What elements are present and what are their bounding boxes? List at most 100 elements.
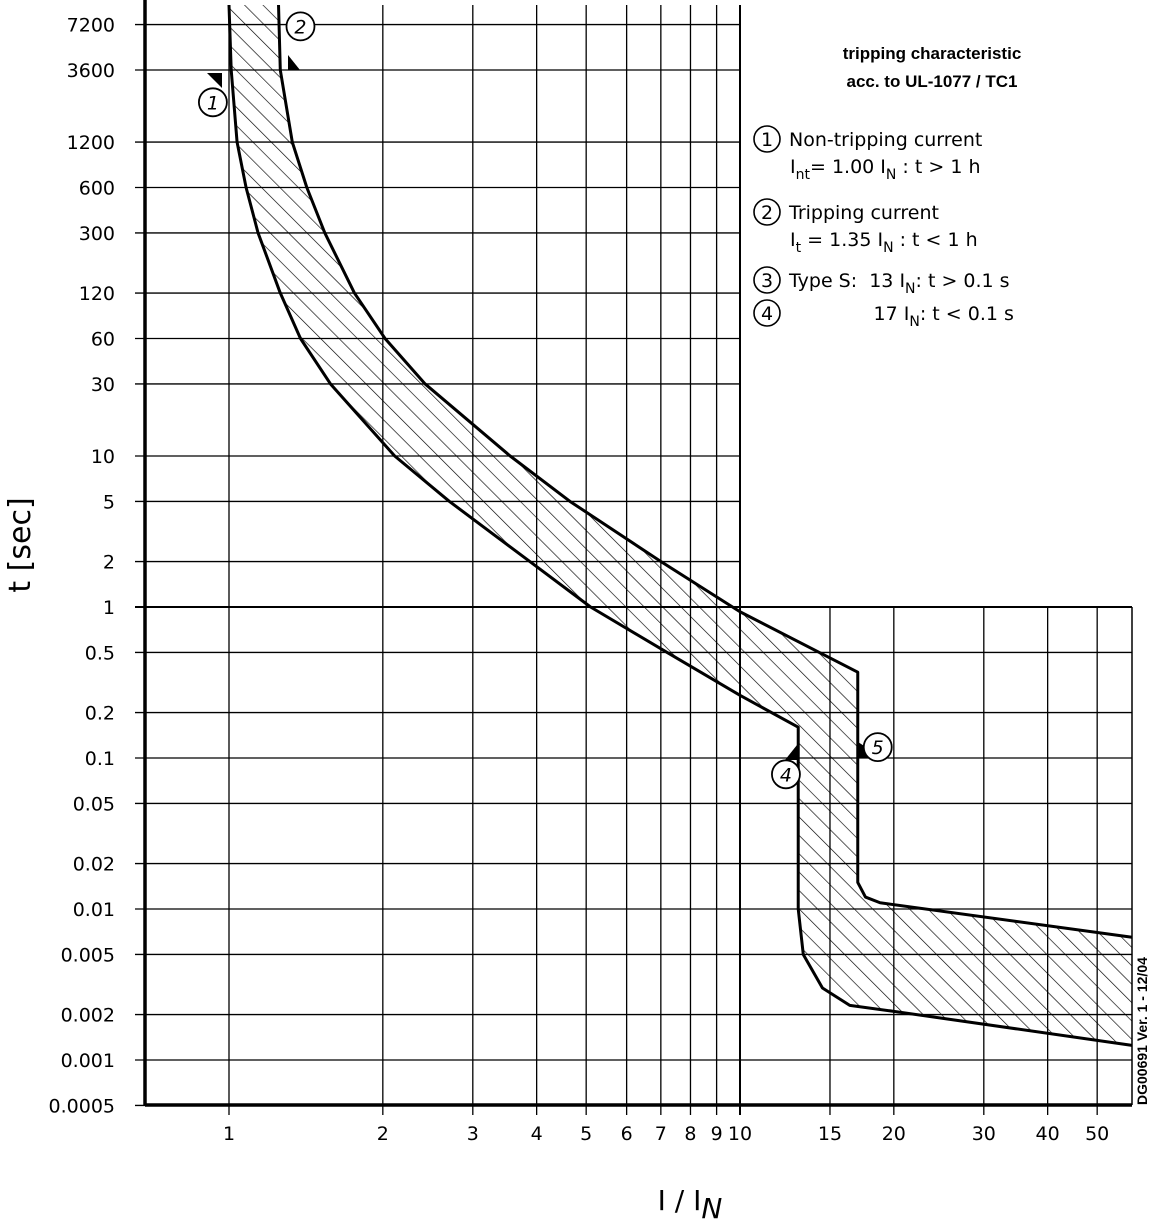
x-axis-label-main: I / I [658,1184,702,1217]
legend-text: : t > 0.1 s [916,270,1010,292]
x-tick-label: 5 [580,1123,592,1145]
legend-number: 3 [761,270,773,292]
legend-text: Type S: 13 I [788,270,905,292]
marker-1: 1 [197,73,228,118]
legend-subscript: t [796,240,802,256]
x-tick-label: 50 [1085,1123,1109,1145]
legend-text: Tripping current [788,202,939,224]
marker-2: 2 [285,11,316,70]
upper-limit-curve [277,4,1133,939]
x-tick-label: 2 [377,1123,389,1145]
y-tick-label: 120 [79,283,115,305]
legend-text: Non-tripping current [789,129,982,151]
x-tick-label: 15 [818,1123,842,1145]
y-tick-label: 1200 [67,132,115,154]
tripping-band-hatch [229,5,1132,1046]
tripping-band [227,4,1133,1047]
x-axis-label: I / IN [658,1184,723,1223]
legend-text: : t < 0.1 s [920,303,1014,325]
y-tick-label: 300 [79,223,115,245]
y-tick-label: 60 [91,328,115,350]
legend-text-line: Non-tripping current [789,129,982,151]
marker-arrow-icon [785,745,797,760]
marker-label: 4 [780,764,792,786]
y-tick-label: 0.2 [85,703,115,725]
legend-subscript: nt [796,167,811,183]
legend-text: I [790,229,796,251]
x-tick-label: 3 [467,1123,479,1145]
y-axis-label: t [sec] [3,497,38,592]
x-tick-label: 7 [655,1123,667,1145]
marker-circle-icon [862,732,893,763]
legend-subscript: N [905,281,915,297]
legend-number-circle-icon [753,266,781,294]
version-note: DG00691 Ver. 1 - 12/04 [1134,957,1150,1105]
legend-number: 2 [761,202,773,224]
y-tick-label: 10 [91,446,115,468]
legend-item-3: 3 Type S: 13 IN: t > 0.1 s [753,266,1010,297]
y-tick-label: 0.001 [61,1050,115,1072]
legend-text-line: Int= 1.00 IN : t > 1 h [790,156,981,183]
y-tick-label: 0.5 [85,642,115,664]
marker-4: 4 [771,745,801,790]
legend-subscript: N [883,240,893,256]
y-tick-label: 0.05 [73,793,115,815]
legend-text: : t < 1 h [894,229,978,251]
x-tick-label: 30 [972,1123,996,1145]
legend-text: = 1.00 I [810,156,886,178]
marker-arrow-icon [288,55,300,70]
legend-item-2: 2 Tripping current It = 1.35 IN : t < 1 h [753,198,978,256]
legend-text: = 1.35 I [801,229,883,251]
x-tick-label: 20 [882,1123,906,1145]
legend-item-1: 1 Non-tripping current Int= 1.00 IN : t > … [753,125,982,183]
legend-number-circle-icon [753,125,781,153]
legend: tripping characteristic acc. to UL-1077 … [753,44,1022,330]
marker-5: 5 [858,732,893,763]
chart-title-line-1: tripping characteristic [843,44,1022,63]
marker-label: 1 [207,92,219,114]
legend-number-circle-icon [753,299,781,327]
legend-text: 17 I [789,303,909,325]
x-tick-label: 8 [684,1123,696,1145]
axes [143,0,1133,1107]
legend-text-line: 17 IN: t < 0.1 s [789,303,1014,330]
marker-circle-icon [197,87,228,118]
x-tick-label: 6 [621,1123,633,1145]
y-tick-label: 0.0005 [49,1095,115,1117]
y-tick-label: 2 [103,552,115,574]
lower-limit-curve [227,4,1133,1047]
legend-number-circle-icon [753,198,781,226]
y-tick-label: 3600 [67,60,115,82]
legend-text: : t > 1 h [896,156,980,178]
y-tick-label: 30 [91,374,115,396]
legend-number: 1 [761,129,773,151]
y-tick-label: 0.01 [73,899,115,921]
x-axis-label-sub: N [701,1192,722,1223]
y-tick-label: 1 [103,597,115,619]
marker-label: 5 [872,737,884,759]
y-tick-label: 0.005 [61,944,115,966]
y-tick-label: 7200 [67,15,115,37]
x-tick-label: 9 [711,1123,723,1145]
legend-text-line: Tripping current [788,202,939,224]
legend-text-line: It = 1.35 IN : t < 1 h [790,229,978,256]
legend-subscript: N [909,314,919,330]
y-tick-label: 0.002 [61,1005,115,1027]
marker-label: 2 [294,16,306,38]
x-tick-label: 40 [1036,1123,1060,1145]
legend-number: 4 [761,303,773,325]
y-tick-label: 5 [103,491,115,513]
legend-text: I [790,156,796,178]
x-tick-label: 4 [531,1123,543,1145]
legend-text-line: Type S: 13 IN: t > 0.1 s [788,270,1010,297]
legend-item-4: 4 17 IN: t < 0.1 s [753,299,1014,330]
x-tick-label: 10 [728,1123,752,1145]
marker-arrow-icon [207,73,222,88]
y-tick-label: 0.02 [73,854,115,876]
tick-labels: 1 2 3 4 5 6 7 8 9 10 15 20 30 40 507200360012006003001… [49,15,1110,1145]
marker-circle-icon [285,11,316,42]
y-tick-label: 0.1 [85,748,115,770]
y-tick-label: 600 [79,177,115,199]
x-tick-label: 1 [223,1123,235,1145]
